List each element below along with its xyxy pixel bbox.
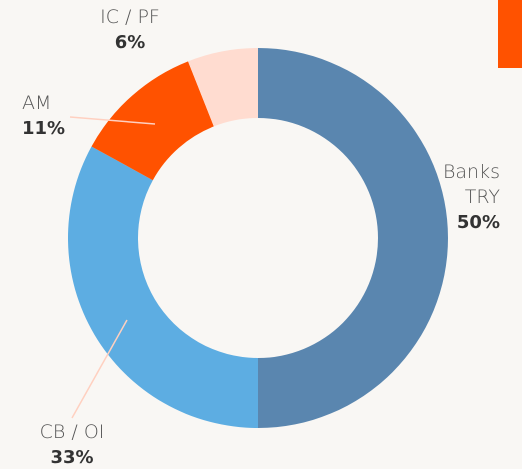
donut-slice <box>68 146 258 428</box>
value-label: 11% <box>22 118 66 139</box>
leader-line <box>71 319 128 419</box>
category-name: IC / PF <box>100 6 160 28</box>
value-label: 50% <box>456 212 500 233</box>
donut-slice <box>258 48 448 428</box>
value-label: 6% <box>114 32 146 53</box>
slice-label: Banks TRY 50% <box>420 160 500 235</box>
slice-label: CB / OI 33% <box>22 420 122 469</box>
decor-block <box>498 0 522 68</box>
slice-label: AM 11% <box>22 91 82 141</box>
category-name: Banks TRY <box>442 161 500 208</box>
leader-line <box>69 116 156 125</box>
donut-slice <box>188 48 258 127</box>
donut-slice <box>91 61 214 181</box>
value-label: 33% <box>50 447 94 468</box>
slice-label: IC / PF 6% <box>80 5 180 55</box>
category-name: CB / OI <box>39 421 105 443</box>
category-name: AM <box>22 92 52 114</box>
